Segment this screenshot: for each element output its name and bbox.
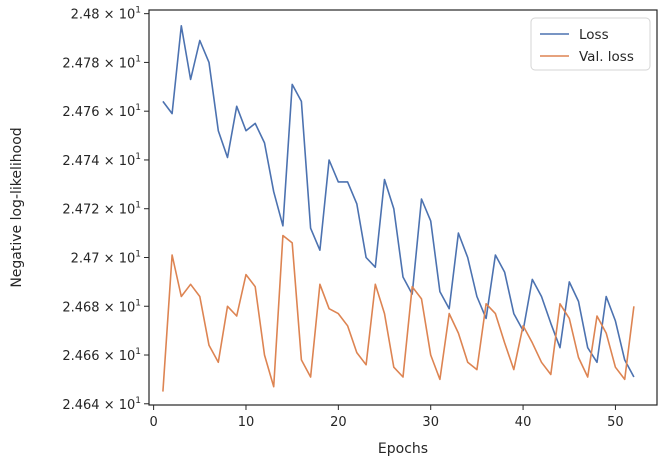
legend-label-1: Val. loss xyxy=(579,49,634,65)
y-tick-label: 2.474 × 101 xyxy=(62,152,141,169)
y-tick-label: 2.472 × 101 xyxy=(62,201,141,218)
y-tick-label: 2.464 × 101 xyxy=(62,396,141,413)
x-tick-label: 30 xyxy=(422,415,439,430)
y-tick-label: 2.478 × 101 xyxy=(62,54,141,71)
x-tick-label: 0 xyxy=(149,415,157,430)
legend: Loss Val. loss xyxy=(530,17,651,71)
x-tick-label: 20 xyxy=(330,415,347,430)
series-line-1 xyxy=(162,234,635,392)
axis-ticks: 0 10 20 30 40 50 2.464 × 101 2.466 × 101 2.468 ×… xyxy=(62,6,623,430)
legend-label-0: Loss xyxy=(579,27,609,43)
plot-frame xyxy=(148,9,658,406)
x-tick-label: 50 xyxy=(607,415,624,430)
y-axis-label: Negative log-likelihood xyxy=(9,127,25,287)
x-axis-label: Epochs xyxy=(378,441,428,457)
series-line-0 xyxy=(162,24,635,378)
y-tick-label: 2.466 × 101 xyxy=(62,347,141,364)
x-tick-label: 40 xyxy=(515,415,532,430)
y-tick-label: 2.476 × 101 xyxy=(62,103,141,120)
y-tick-label: 2.47 × 101 xyxy=(71,249,141,266)
y-tick-label: 2.468 × 101 xyxy=(62,298,141,315)
plot-area xyxy=(162,24,635,392)
x-tick-label: 10 xyxy=(238,415,255,430)
y-tick-label: 2.48 × 101 xyxy=(71,6,141,23)
legend-box xyxy=(530,17,651,71)
